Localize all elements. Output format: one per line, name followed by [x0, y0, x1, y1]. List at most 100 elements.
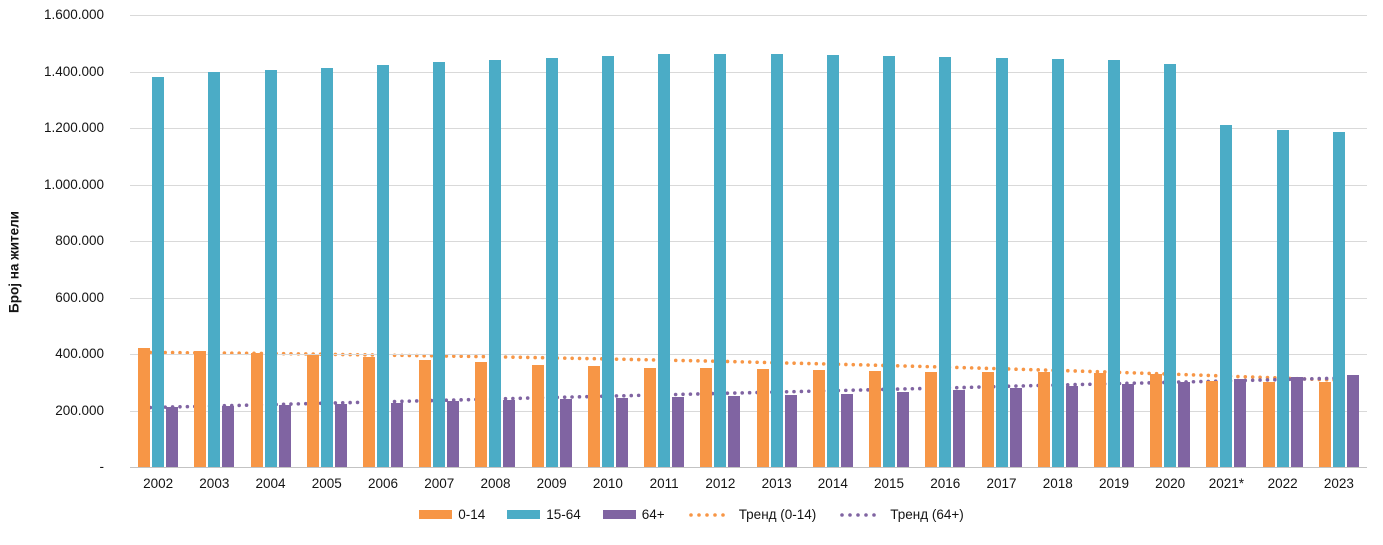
bar-64+ — [840, 393, 853, 467]
bar-64+ — [1290, 376, 1303, 467]
bar-15-64 — [883, 55, 896, 467]
bar-15-64 — [264, 69, 277, 467]
gridline — [130, 241, 1367, 242]
legend-item-64+: 64+ — [602, 507, 665, 522]
bar-15-64 — [1332, 131, 1345, 467]
bar-0-14 — [644, 367, 657, 467]
gridline — [130, 184, 1367, 186]
bar-64+ — [1009, 388, 1022, 467]
bar-group-2009 — [524, 15, 580, 467]
x-tick-label: 2005 — [311, 476, 342, 491]
y-tick-label: 1.600.000 — [43, 7, 104, 22]
x-tick-label: 2014 — [817, 476, 848, 491]
y-tick-label: 1.200.000 — [43, 120, 104, 135]
bar-15-64 — [658, 54, 671, 467]
x-tick-label: 2006 — [367, 476, 399, 491]
bar-group-2007 — [411, 15, 467, 467]
legend-label: 0-14 — [458, 507, 486, 522]
bar-64+ — [1178, 381, 1191, 467]
bar-64+ — [897, 391, 910, 467]
bar-group-2002 — [130, 15, 186, 467]
bar-15-64 — [1164, 63, 1177, 467]
bar-0-14 — [700, 368, 713, 467]
bar-group-2016 — [917, 15, 973, 467]
bar-15-64 — [714, 54, 727, 467]
legend-swatch-Тренд (64+) — [840, 512, 885, 517]
bar-0-14 — [812, 369, 825, 467]
bar-group-2008 — [467, 15, 523, 467]
bar-64+ — [672, 397, 685, 467]
bar-15-64 — [939, 56, 952, 467]
bar-group-2018 — [1030, 15, 1086, 467]
x-tick-label: 2022 — [1267, 476, 1298, 491]
x-tick-label: 2016 — [930, 476, 961, 491]
bar-0-14 — [587, 366, 600, 467]
legend-item-Тренд (0-14): Тренд (0-14) — [687, 507, 816, 522]
legend-label: 15-64 — [546, 507, 581, 522]
bar-0-14 — [1318, 382, 1331, 467]
gridline — [130, 15, 1367, 16]
bar-group-2023 — [1311, 15, 1367, 467]
bar-group-2020 — [1142, 15, 1198, 467]
bar-group-2011 — [636, 15, 692, 467]
bar-64+ — [334, 403, 347, 467]
bar-group-2021* — [1198, 15, 1254, 467]
x-tick-label: 2007 — [424, 476, 455, 491]
gridline — [130, 354, 1367, 355]
legend: 0-14 15-64 64+ Тренд (0-14) Тренд (64+) — [0, 507, 1383, 522]
legend-swatch-Тренд (0-14) — [688, 512, 733, 517]
x-tick-label: 2017 — [986, 476, 1017, 491]
y-tick-label: 200.000 — [55, 402, 104, 418]
bar-64+ — [391, 402, 404, 467]
plot-area — [130, 15, 1367, 468]
legend-swatch-64+ — [602, 510, 636, 519]
bar-15-64 — [601, 55, 614, 467]
bar-15-64 — [152, 76, 165, 467]
x-tick-label: 2019 — [1098, 476, 1129, 491]
x-tick-label: 2013 — [761, 476, 792, 491]
x-tick-label: 2009 — [536, 476, 567, 491]
bar-15-64 — [1276, 129, 1289, 467]
bar-15-64 — [826, 54, 839, 467]
bar-0-14 — [363, 356, 376, 467]
bar-0-14 — [981, 372, 994, 467]
bar-0-14 — [475, 362, 488, 467]
bar-64+ — [615, 398, 628, 467]
bar-0-14 — [138, 348, 151, 467]
bar-0-14 — [925, 371, 938, 467]
bar-group-2019 — [1086, 15, 1142, 467]
bar-group-2010 — [580, 15, 636, 467]
bar-15-64 — [545, 57, 558, 467]
x-tick-label: 2004 — [255, 476, 286, 491]
x-tick-label: 2021* — [1208, 476, 1245, 491]
bar-15-64 — [489, 59, 502, 467]
x-tick-label: 2003 — [199, 476, 230, 491]
bar-15-64 — [770, 54, 783, 467]
bar-0-14 — [1206, 381, 1219, 467]
gridline — [130, 128, 1367, 129]
legend-swatch-15-64 — [507, 510, 541, 519]
bar-0-14 — [194, 350, 207, 467]
gridline — [130, 410, 1367, 412]
legend-item-Тренд (64+): Тренд (64+) — [838, 507, 964, 522]
bar-0-14 — [1037, 372, 1050, 467]
bar-group-2004 — [242, 15, 298, 467]
x-tick-label: 2020 — [1155, 476, 1186, 491]
bar-group-2006 — [355, 15, 411, 467]
x-tick-label: 2002 — [143, 476, 174, 491]
y-tick-label: 1.000.000 — [43, 176, 104, 192]
bar-0-14 — [306, 354, 319, 467]
legend-swatch-0-14 — [419, 510, 453, 519]
bar-64+ — [728, 396, 741, 467]
bar-group-2012 — [692, 15, 748, 467]
bar-0-14 — [1262, 381, 1275, 467]
bar-group-2022 — [1255, 15, 1311, 467]
y-axis-tick-labels: - 200.000 400.000 600.000 800.000 1.000.000 1.… — [0, 0, 104, 545]
bar-0-14 — [250, 352, 263, 467]
bar-64+ — [784, 394, 797, 467]
bar-group-2013 — [749, 15, 805, 467]
gridline — [130, 297, 1367, 299]
bar-0-14 — [869, 370, 882, 467]
bar-15-64 — [433, 62, 446, 467]
x-axis-line — [130, 467, 1367, 468]
